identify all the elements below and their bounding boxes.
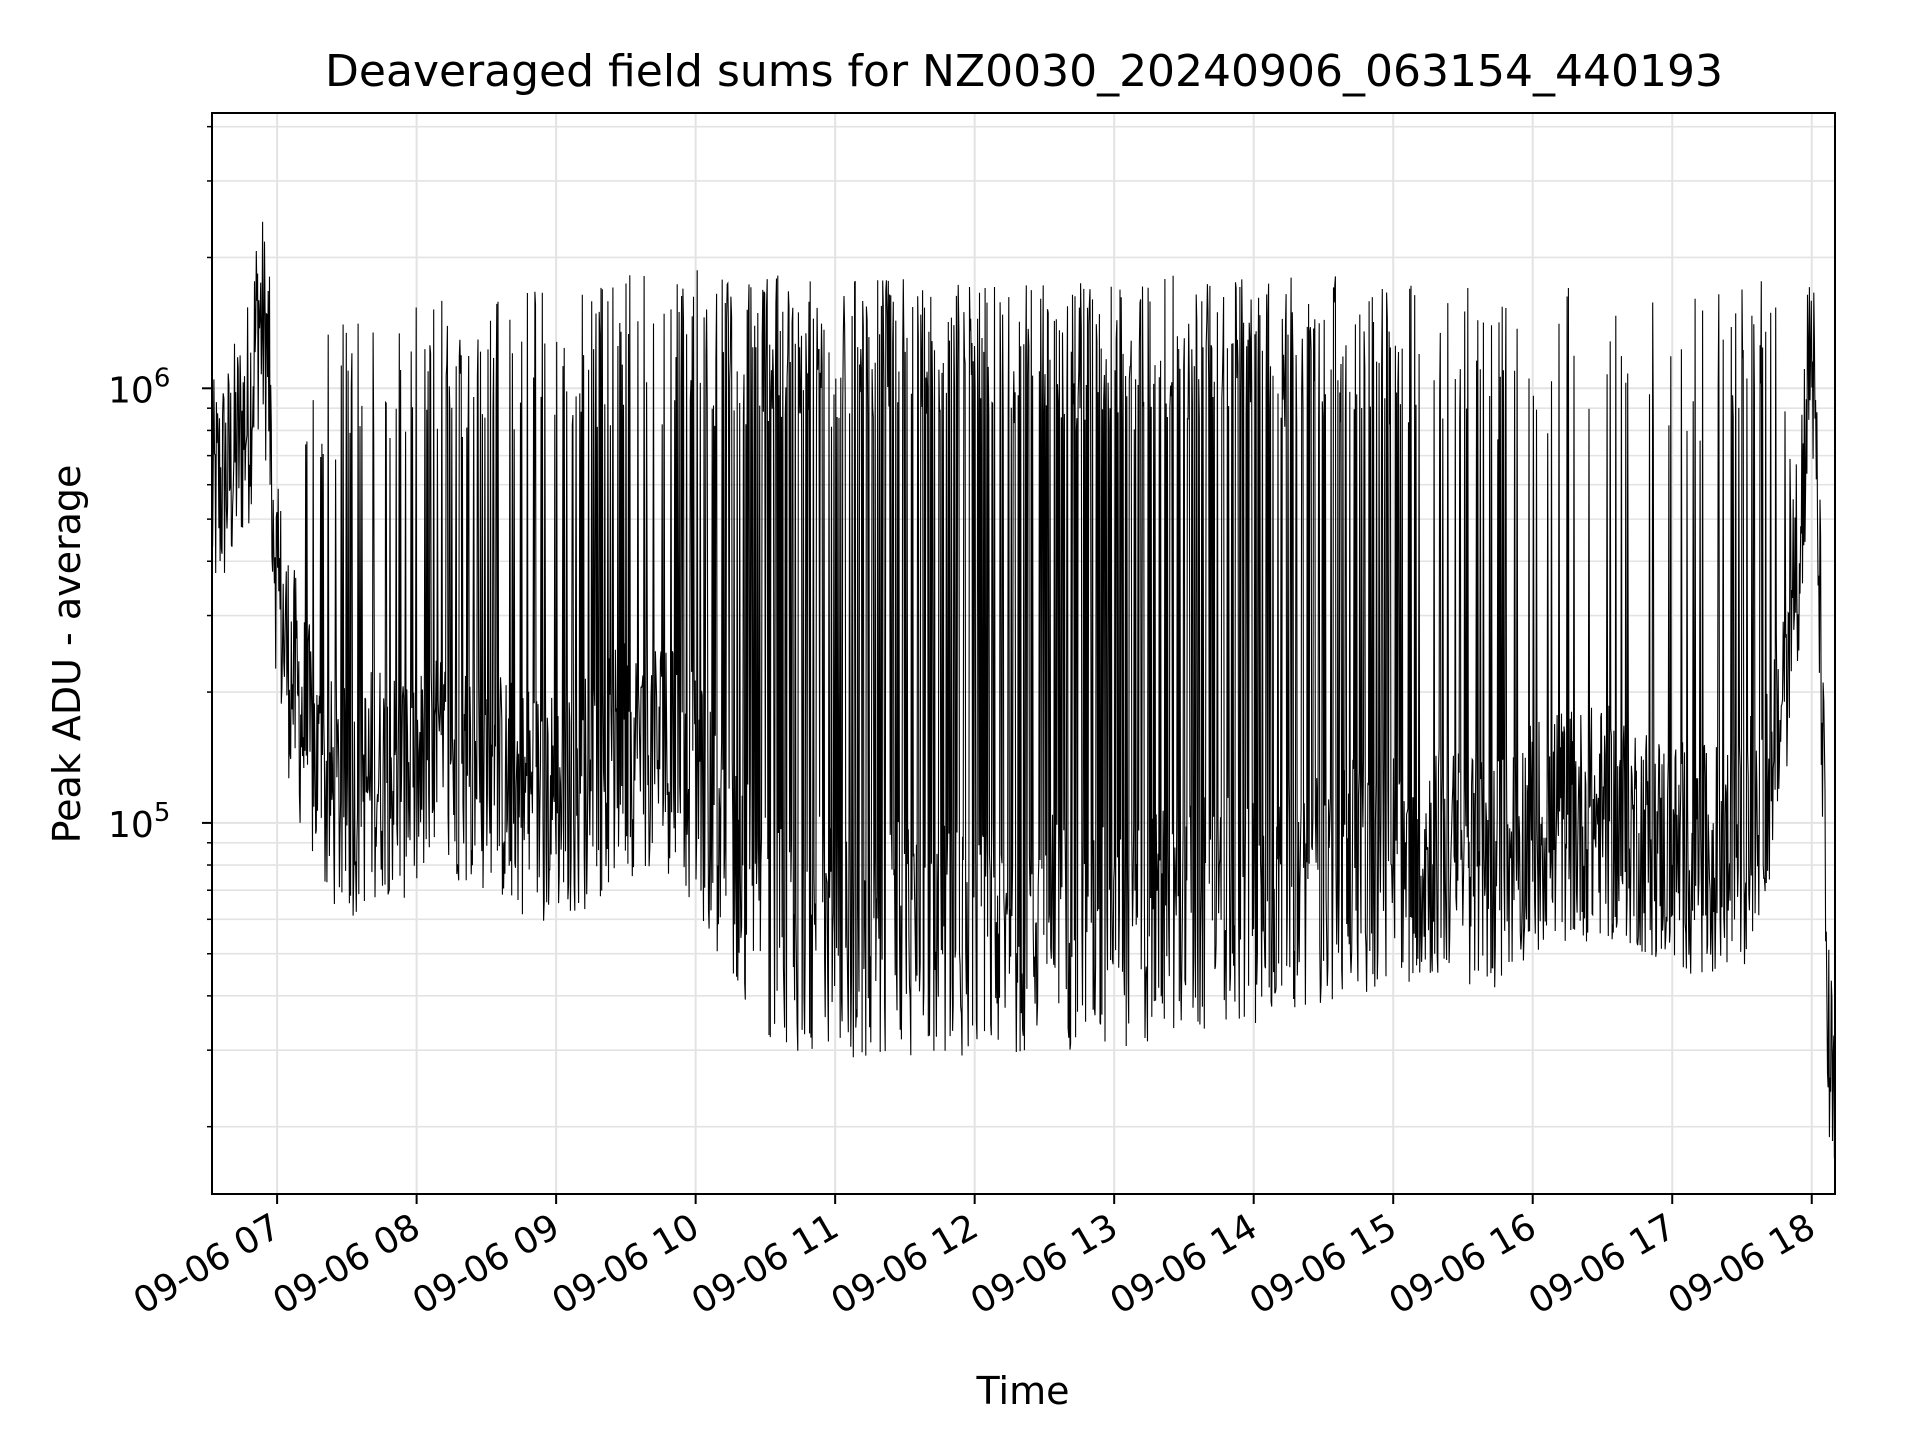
chart-title: Deaveraged field sums for NZ0030_2024090…: [325, 46, 1723, 97]
x-axis-label: Time: [976, 1369, 1070, 1413]
y-tick-label: 106: [108, 363, 170, 411]
series-line: [212, 221, 1835, 1159]
plot-frame: [211, 112, 1836, 1195]
plot-area: [212, 221, 1835, 1159]
y-tick-label: 105: [108, 798, 170, 846]
y-axis-label: Peak ADU - average: [45, 465, 89, 844]
